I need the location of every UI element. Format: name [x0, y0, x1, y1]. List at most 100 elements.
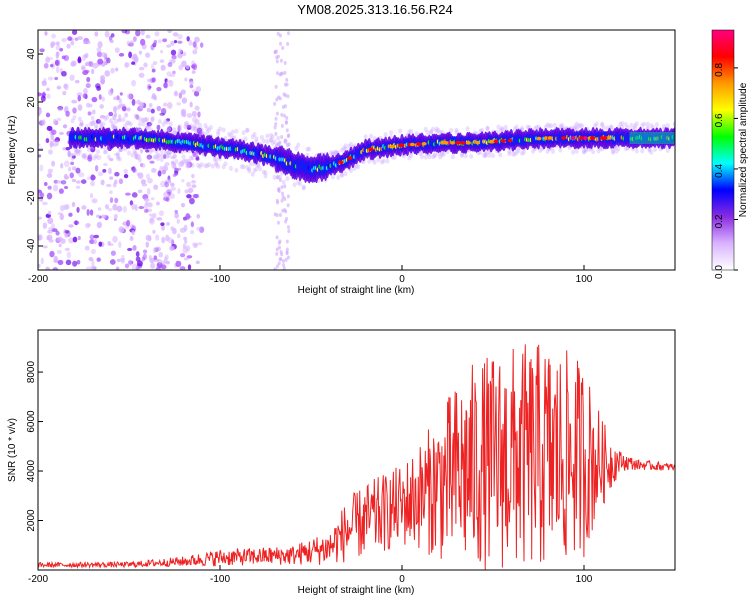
ridge-halo [521, 149, 526, 155]
ridge-halo [259, 134, 264, 140]
ridge-halo [385, 158, 390, 164]
noise-point [165, 150, 172, 155]
noise-point [142, 253, 147, 260]
noise-point [70, 152, 77, 156]
ridge-halo [356, 164, 361, 170]
ridge-halo [329, 150, 334, 156]
ridge-halo [261, 138, 266, 144]
noise-point [197, 111, 201, 118]
noise-point [84, 222, 91, 229]
noise-point [91, 109, 96, 115]
noise-point [84, 62, 90, 67]
ridge-halo [147, 123, 152, 129]
ridge-peak [561, 136, 567, 140]
noise-point [281, 259, 285, 264]
noise-point [95, 214, 100, 218]
noise-point [115, 105, 121, 111]
noise-point [72, 236, 78, 243]
ridge-halo [188, 155, 193, 161]
noise-point [55, 51, 60, 57]
ridge-halo [181, 159, 186, 165]
noise-point [156, 124, 161, 131]
noise-point [38, 263, 41, 268]
ridge-halo [339, 172, 344, 178]
noise-point [145, 173, 150, 180]
noise-point [86, 209, 90, 216]
ridge-halo [276, 174, 281, 180]
ridge-halo [298, 181, 303, 187]
ridge-halo [207, 127, 212, 133]
ridge-halo [116, 153, 121, 159]
ridge-halo [361, 159, 366, 165]
noise-point [153, 95, 157, 101]
noise-point [186, 36, 190, 42]
noise-point [138, 72, 145, 78]
noise-point [160, 180, 166, 188]
ridge-halo [500, 126, 505, 132]
ridge-halo [496, 124, 501, 130]
ridge-halo [156, 125, 161, 131]
ridge-halo [574, 121, 579, 127]
ridge-halo [234, 167, 239, 173]
noise-point [163, 82, 169, 89]
noise-point [68, 212, 73, 217]
noise-point [72, 166, 77, 171]
noise-point [112, 203, 118, 211]
ridge-halo [645, 125, 650, 131]
noise-point [186, 194, 192, 199]
noise-point [138, 206, 145, 210]
noise-point [109, 176, 114, 180]
ridge-halo [241, 164, 246, 170]
ridge-halo [580, 123, 585, 129]
noise-point [53, 118, 57, 125]
noise-point [133, 56, 139, 63]
ridge-halo [343, 171, 348, 177]
noise-point [71, 99, 78, 104]
noise-point [155, 234, 160, 241]
x-tick-label: 100 [576, 574, 593, 585]
noise-point [58, 188, 64, 194]
ridge-halo [305, 146, 310, 152]
noise-point [140, 162, 146, 168]
ridge-halo [614, 148, 619, 154]
noise-point [277, 95, 281, 100]
noise-point [281, 71, 285, 76]
ridge-halo [407, 155, 412, 161]
noise-point [45, 112, 51, 118]
noise-point [149, 160, 155, 164]
ridge-halo [161, 121, 166, 127]
ridge-halo [582, 149, 586, 155]
noise-point [124, 62, 129, 68]
colorbar-tick-label: 0.4 [714, 164, 725, 178]
noise-point [67, 36, 73, 41]
ridge-halo [281, 179, 286, 185]
noise-point [91, 259, 95, 266]
noise-point [74, 149, 81, 154]
colorbar-tick-label: 0.8 [714, 63, 725, 77]
ridge-halo [94, 123, 99, 129]
noise-point [179, 253, 186, 258]
ridge-peak [416, 142, 422, 146]
noise-point [185, 181, 192, 188]
noise-point [87, 176, 92, 180]
ridge-halo [185, 123, 190, 129]
ridge-peak [475, 140, 481, 145]
ridge-halo [145, 116, 150, 122]
snr-series-line [38, 344, 675, 570]
noise-point [127, 259, 132, 267]
noise-point [59, 213, 65, 221]
ridge-halo [159, 157, 164, 163]
noise-point [114, 152, 119, 156]
noise-point [156, 105, 162, 112]
y-tick-label: 40 [26, 48, 37, 60]
ridge-halo [116, 151, 121, 157]
noise-point [284, 120, 288, 125]
ridge-halo [108, 118, 113, 124]
noise-point [170, 186, 176, 191]
noise-point [274, 116, 278, 121]
ridge-halo [551, 148, 556, 154]
noise-point [69, 172, 74, 179]
noise-point [48, 149, 53, 155]
ridge-halo [649, 149, 654, 155]
noise-point [280, 134, 284, 139]
